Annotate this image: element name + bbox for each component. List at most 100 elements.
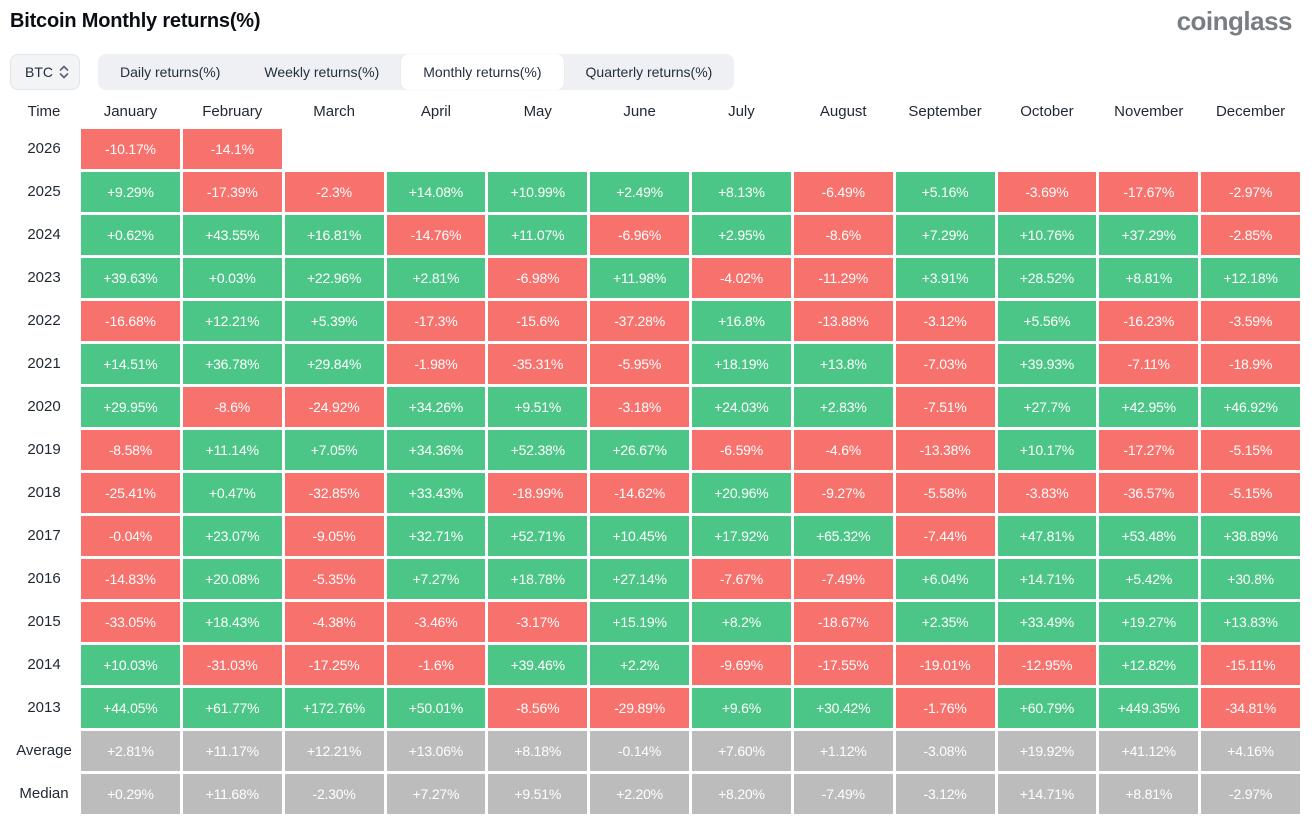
return-cell: -11.29%: [793, 258, 893, 298]
return-cell: +22.96%: [284, 258, 384, 298]
return-cell: -2.30%: [284, 774, 384, 814]
return-cell: +12.21%: [182, 301, 282, 341]
tab-monthly-returns[interactable]: Monthly returns(%): [401, 54, 564, 90]
return-cell: +9.51%: [488, 774, 588, 814]
tab-weekly-returns[interactable]: Weekly returns(%): [264, 64, 380, 80]
return-cell: +10.45%: [590, 516, 689, 556]
tab-daily-returns[interactable]: Daily returns(%): [120, 64, 221, 80]
return-cell: +4.16%: [1201, 731, 1300, 771]
return-cell: +50.01%: [386, 688, 486, 728]
row-label: 2020: [27, 398, 61, 415]
return-cell: +34.26%: [386, 387, 486, 427]
return-cell: -8.6%: [793, 215, 893, 255]
return-cell: +9.51%: [488, 387, 588, 427]
row-label: Average: [16, 742, 72, 759]
return-cell: -1.98%: [386, 344, 486, 384]
return-cell: +14.71%: [997, 774, 1097, 814]
return-cell: -4.6%: [793, 430, 893, 470]
return-cell: +27.7%: [997, 387, 1097, 427]
return-cell: -6.98%: [488, 258, 588, 298]
return-cell: +2.95%: [692, 215, 791, 255]
return-cell: +30.42%: [793, 688, 893, 728]
return-cell: +37.29%: [1099, 215, 1199, 255]
return-cell: +11.14%: [182, 430, 282, 470]
return-cell: [1201, 129, 1300, 169]
coin-selector-value: BTC: [25, 64, 53, 80]
return-cell: +52.38%: [488, 430, 588, 470]
return-cell: +26.67%: [590, 430, 689, 470]
return-cell: +2.81%: [386, 258, 486, 298]
return-cell: +34.36%: [386, 430, 486, 470]
return-cell: -6.49%: [793, 172, 893, 212]
return-cell: -8.58%: [81, 430, 180, 470]
return-cell: -3.12%: [895, 774, 995, 814]
return-cell: -34.81%: [1201, 688, 1300, 728]
return-cell: -13.88%: [793, 301, 893, 341]
column-header-month: June: [623, 103, 656, 120]
return-cell: +14.08%: [386, 172, 486, 212]
return-cell: -0.04%: [81, 516, 180, 556]
return-cell: +5.42%: [1099, 559, 1199, 599]
return-cell: +10.17%: [997, 430, 1097, 470]
tab-quarterly-returns[interactable]: Quarterly returns(%): [585, 64, 713, 80]
return-cell: +10.99%: [488, 172, 588, 212]
return-cell: -5.58%: [895, 473, 995, 513]
return-cell: +2.2%: [590, 645, 689, 685]
return-cell: -17.3%: [386, 301, 486, 341]
return-cell: -1.76%: [895, 688, 995, 728]
return-cell: +23.07%: [182, 516, 282, 556]
return-cell: [488, 129, 587, 169]
return-cell: -9.27%: [793, 473, 893, 513]
return-cell: -5.35%: [284, 559, 384, 599]
return-cell: -7.44%: [895, 516, 995, 556]
return-cell: [590, 129, 689, 169]
return-cell: -10.17%: [81, 129, 180, 169]
return-cell: +17.92%: [692, 516, 791, 556]
return-cell: +8.2%: [692, 602, 791, 642]
return-cell: +39.46%: [488, 645, 588, 685]
return-cell: -36.57%: [1099, 473, 1199, 513]
return-cell: -16.68%: [81, 301, 180, 341]
return-cell: [285, 129, 384, 169]
row-label: Median: [19, 785, 69, 802]
row-label: 2021: [27, 355, 61, 372]
return-cell: +60.79%: [997, 688, 1097, 728]
return-cell: +8.13%: [692, 172, 791, 212]
return-cell: +13.8%: [793, 344, 893, 384]
column-header-month: November: [1114, 103, 1184, 120]
return-cell: -6.96%: [590, 215, 689, 255]
return-cell: +12.82%: [1099, 645, 1199, 685]
row-label: 2015: [27, 613, 61, 630]
return-cell: +2.49%: [590, 172, 689, 212]
row-label: 2016: [27, 570, 61, 587]
return-cell: +13.83%: [1201, 602, 1300, 642]
return-cell: -13.38%: [895, 430, 995, 470]
page-header: Bitcoin Monthly returns(%) coinglass: [10, 6, 1300, 46]
return-cell: -5.15%: [1201, 473, 1300, 513]
return-cell: +28.52%: [997, 258, 1097, 298]
return-cell: +32.71%: [386, 516, 486, 556]
return-cell: +16.81%: [284, 215, 384, 255]
coin-selector[interactable]: BTC: [10, 54, 80, 90]
return-cell: -14.62%: [590, 473, 689, 513]
coinglass-logo[interactable]: coinglass: [1176, 6, 1293, 36]
return-cell: +20.96%: [692, 473, 791, 513]
return-cell: +52.71%: [488, 516, 588, 556]
return-cell: +2.35%: [895, 602, 995, 642]
column-header-month: July: [728, 103, 755, 120]
return-cell: -3.12%: [895, 301, 995, 341]
return-cell: -7.51%: [895, 387, 995, 427]
return-cell: +10.03%: [81, 645, 180, 685]
return-cell: +29.95%: [81, 387, 180, 427]
return-cell: -16.23%: [1099, 301, 1199, 341]
return-cell: +7.29%: [895, 215, 995, 255]
return-cell: -35.31%: [488, 344, 588, 384]
return-cell: +36.78%: [182, 344, 282, 384]
return-cell: -32.85%: [284, 473, 384, 513]
return-cell: +7.27%: [386, 559, 486, 599]
return-cell: +14.51%: [81, 344, 180, 384]
return-cell: -7.67%: [692, 559, 791, 599]
return-cell: +6.04%: [895, 559, 995, 599]
row-label: 2026: [27, 140, 61, 157]
